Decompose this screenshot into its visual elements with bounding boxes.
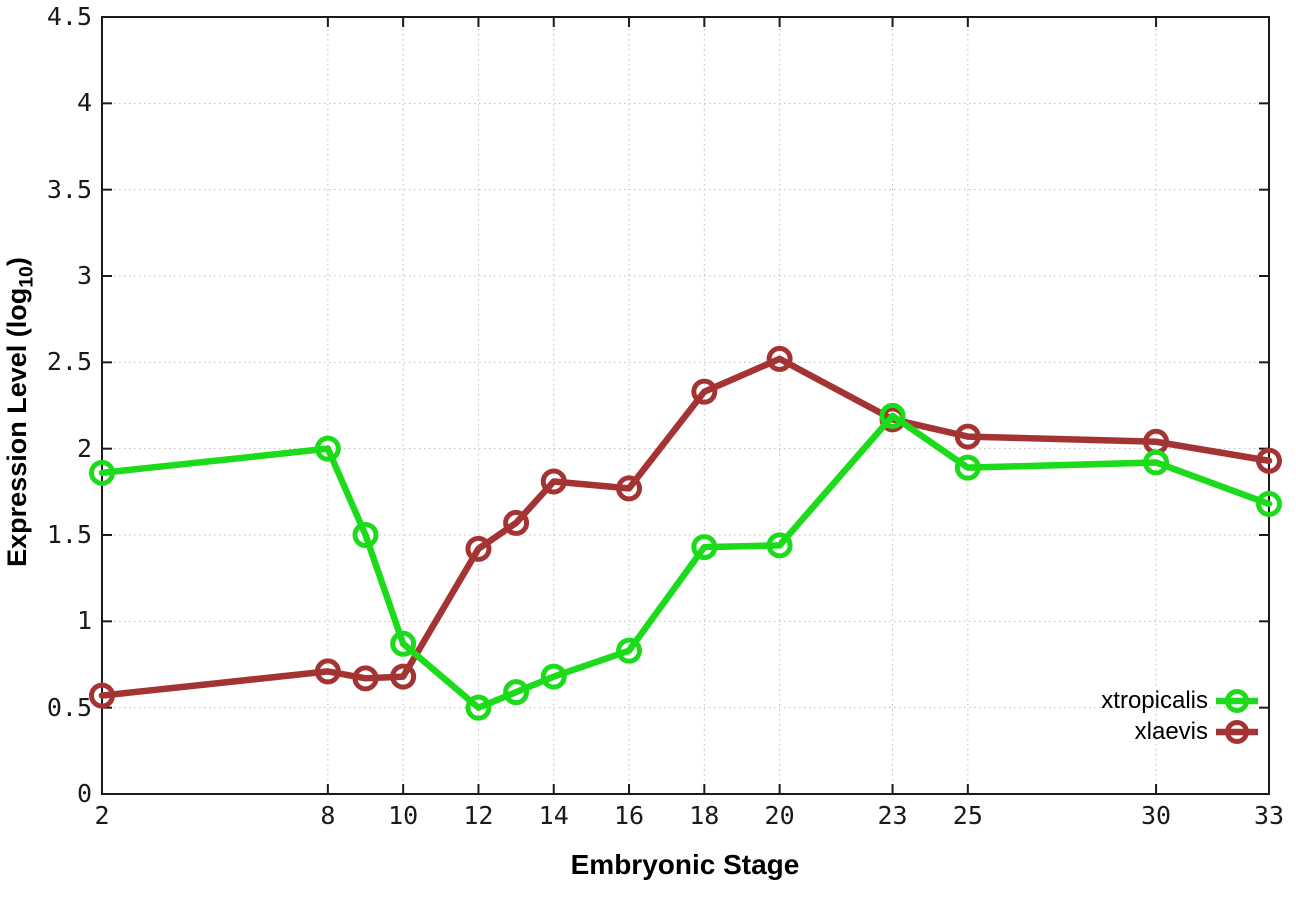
data-point-xlaevis: [89, 682, 115, 709]
y-tick-label: 1: [76, 606, 92, 636]
data-point-xtropicalis: [616, 637, 643, 664]
x-axis-title: Embryonic Stage: [570, 849, 800, 880]
y-axis-title: Expression Level (log10): [2, 22, 42, 802]
data-point-xlaevis: [1256, 447, 1282, 474]
x-tick-label: 12: [463, 801, 494, 830]
y-axis-title-end: ): [2, 257, 32, 267]
x-tick-label: 10: [388, 801, 419, 830]
data-point-xtropicalis: [390, 630, 417, 657]
x-tick-label: 8: [320, 801, 336, 830]
data-point-xlaevis: [766, 345, 793, 372]
data-point-xtropicalis: [503, 679, 530, 706]
legend-label: xtropicalis: [1101, 687, 1208, 714]
legend-item-xlaevis: xlaevis: [908, 717, 1260, 747]
data-point-xlaevis: [390, 663, 417, 690]
data-point-xtropicalis: [1143, 449, 1170, 476]
series-line-xtropicalis: [98, 412, 1273, 711]
legend-label: xlaevis: [1134, 718, 1208, 745]
x-tick-label: 14: [538, 801, 569, 830]
legend-marker-xlaevis-icon: [1216, 720, 1258, 744]
y-axis-title-main: Expression Level (log: [2, 287, 32, 567]
data-point-xlaevis: [352, 665, 379, 692]
data-point-xtropicalis: [879, 402, 906, 429]
x-tick-label: 18: [689, 801, 720, 830]
data-point-xlaevis: [691, 378, 718, 405]
y-tick-label: 4.5: [46, 2, 92, 31]
x-tick-label: 33: [1253, 801, 1285, 830]
data-point-xlaevis: [314, 658, 341, 685]
data-point-xlaevis: [503, 509, 530, 536]
y-tick-label: 2.5: [46, 347, 92, 377]
x-tick-label: 30: [1141, 801, 1172, 830]
legend-marker-xtropicalis-icon: [1216, 689, 1258, 713]
x-tick-label: 23: [877, 801, 908, 830]
legend-item-xtropicalis: xtropicalis: [908, 686, 1260, 716]
y-tick-label: 3: [76, 261, 92, 290]
x-tick-label: 2: [94, 801, 110, 830]
plot-border: [101, 16, 1270, 795]
x-tick-label: 16: [613, 801, 645, 830]
data-point-xtropicalis: [954, 454, 981, 481]
series-line-xlaevis: [98, 355, 1273, 699]
data-point-xtropicalis: [352, 522, 379, 548]
y-tick-label: 3.5: [46, 174, 92, 204]
data-point-xtropicalis: [465, 694, 492, 721]
y-tick-label: 0.5: [46, 692, 92, 722]
data-point-xlaevis: [465, 535, 492, 562]
y-tick-label: 0: [76, 779, 92, 808]
y-axis-title-subscript: 10: [15, 266, 38, 288]
data-point-xtropicalis: [691, 534, 718, 561]
data-point-xtropicalis: [1256, 490, 1282, 517]
data-point-xlaevis: [954, 423, 981, 450]
data-point-xlaevis: [616, 475, 643, 502]
y-tick-label: 1.5: [46, 520, 92, 549]
x-tick-label: 20: [764, 801, 795, 830]
data-point-xtropicalis: [766, 532, 793, 559]
data-point-xlaevis: [540, 468, 567, 495]
data-point-xtropicalis: [314, 435, 341, 462]
data-point-xtropicalis: [89, 459, 115, 486]
x-tick-label: 25: [952, 801, 983, 830]
y-tick-label: 4: [76, 88, 92, 118]
y-tick-label: 2: [76, 433, 92, 463]
data-point-xtropicalis: [540, 663, 567, 690]
